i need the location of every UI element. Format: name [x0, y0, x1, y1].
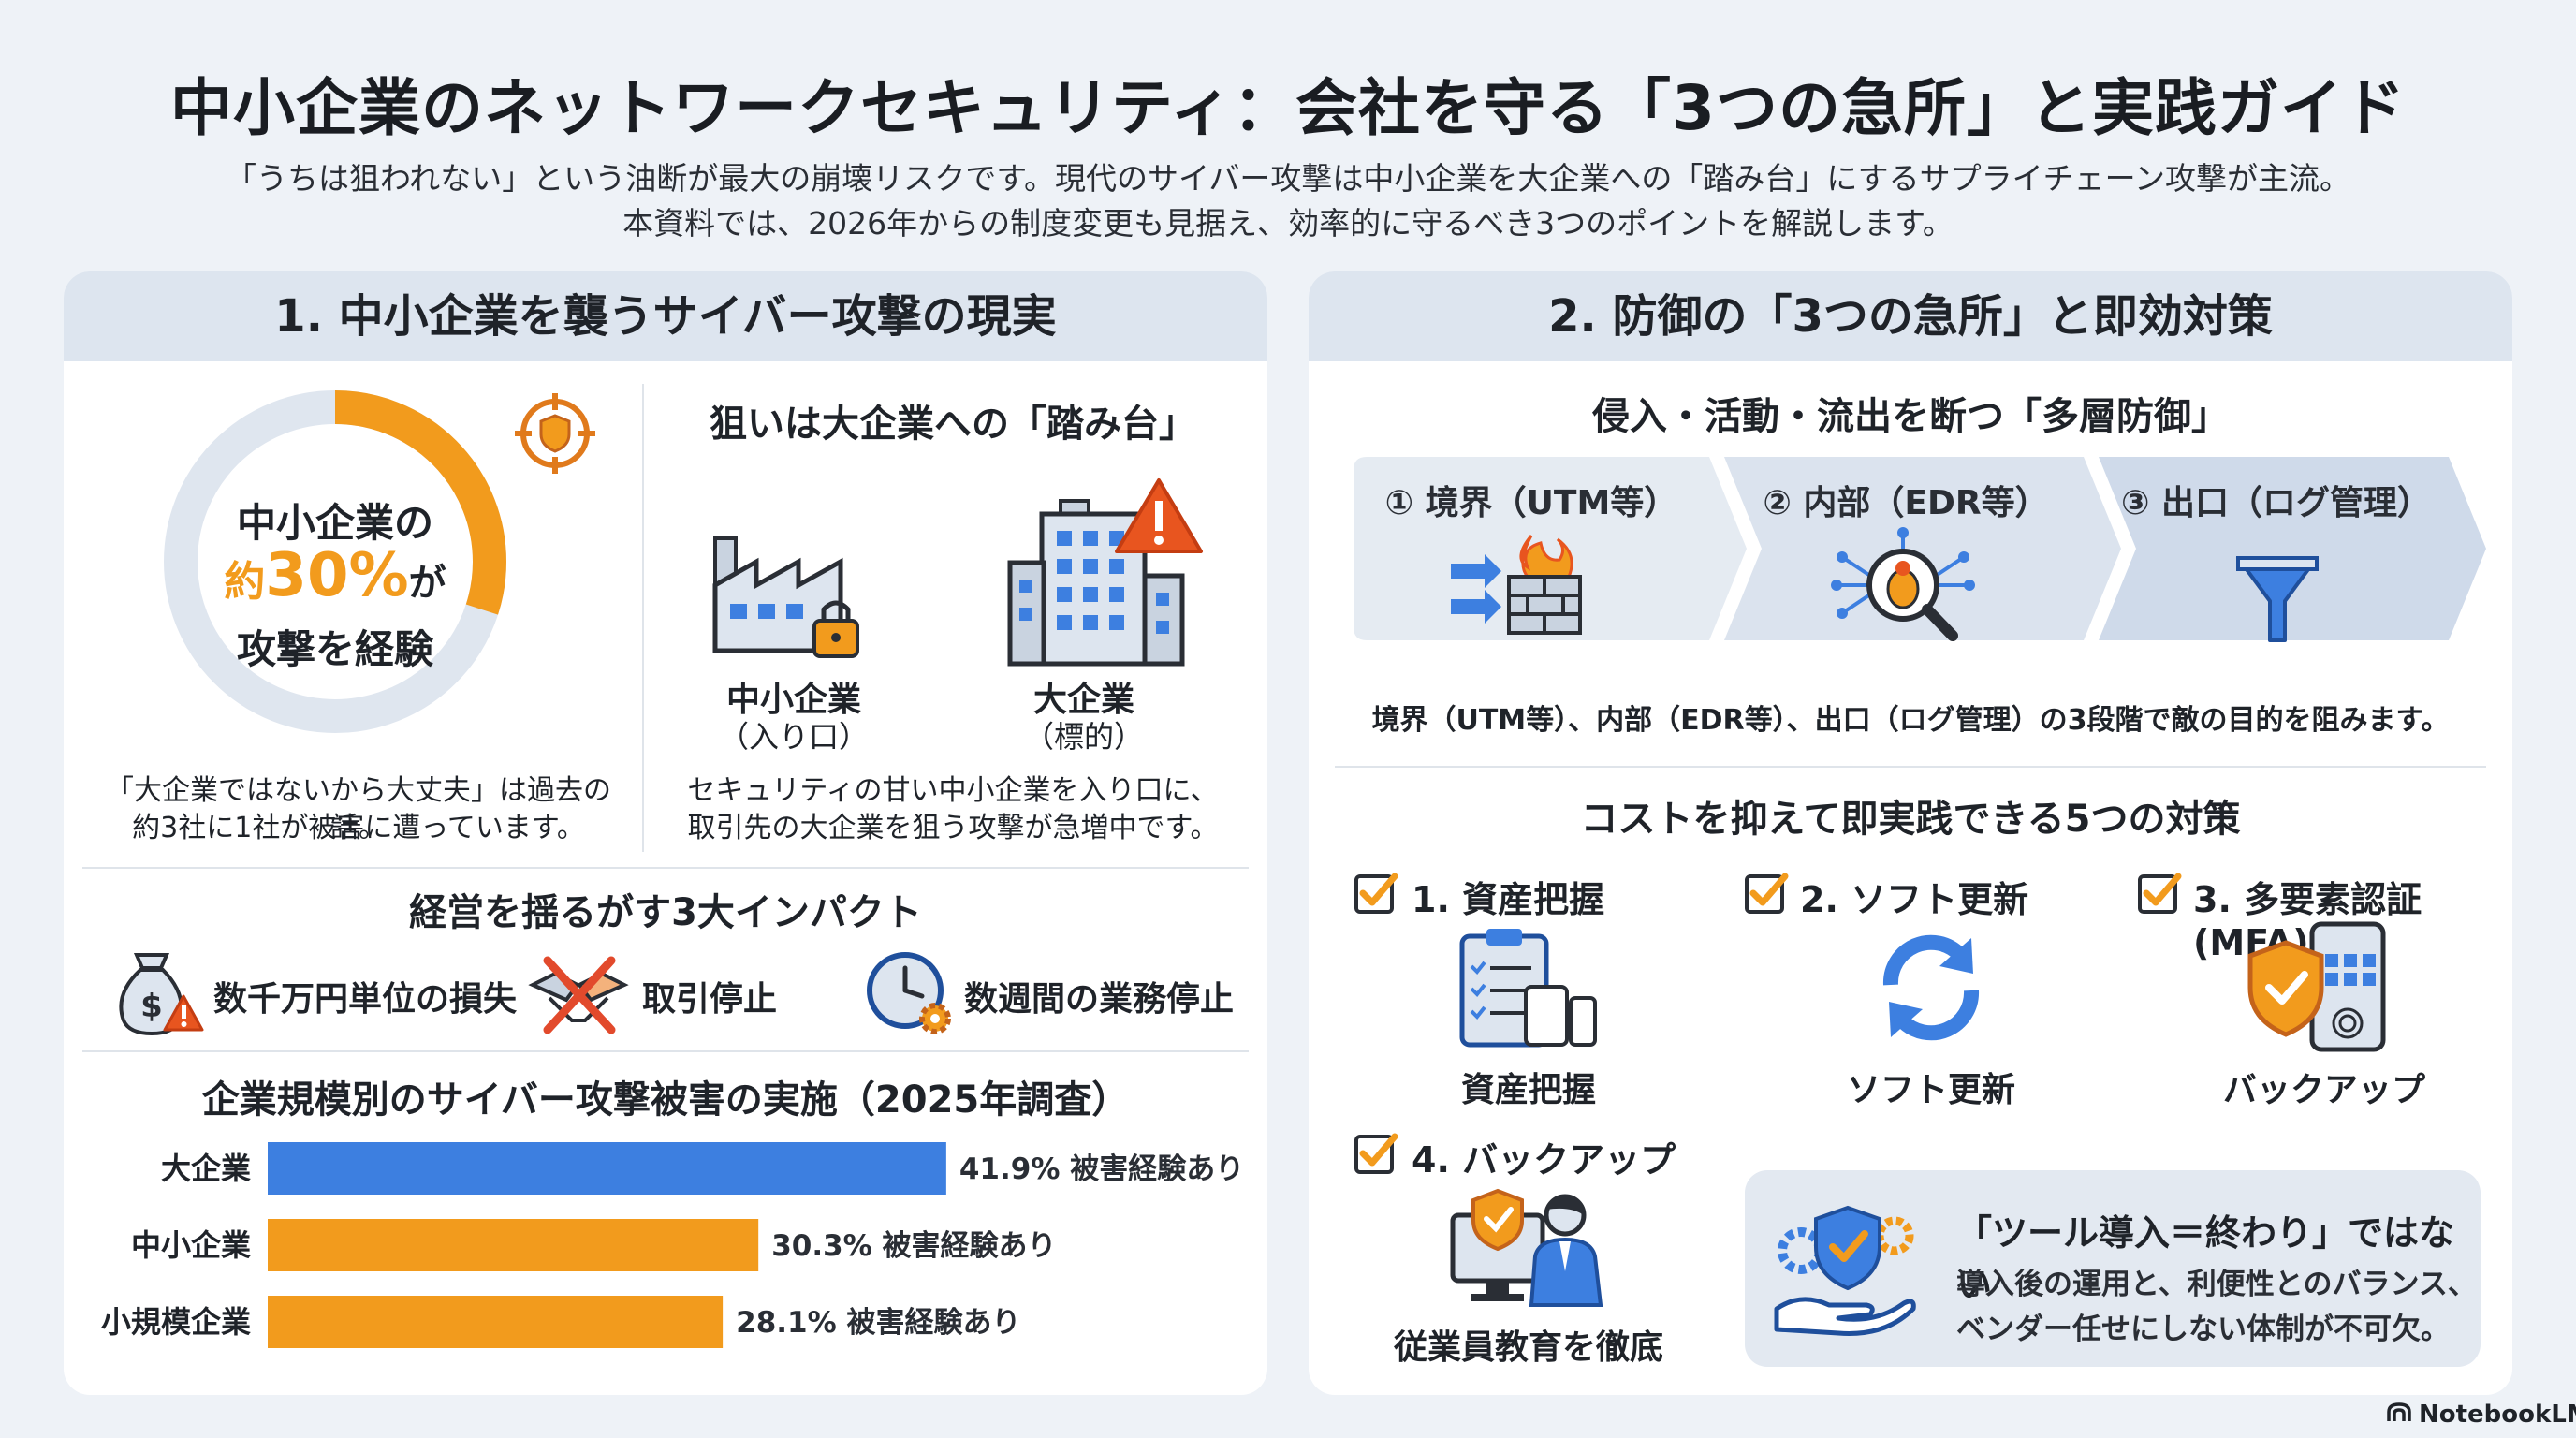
clipboard-devices-icon [1458, 927, 1599, 1052]
building-warning-icon [1004, 473, 1220, 673]
subtitle-line-2: 本資料では、2026年からの制度変更も見据え、効率的に守るべき3つのポイントを解… [622, 205, 1954, 242]
target-shield-icon [513, 391, 597, 479]
subtitle-line-1: 「うちは狙われない」という油断が最大の崩壊リスクです。現代のサイバー攻撃は中小企… [225, 160, 2351, 197]
bar [268, 1142, 946, 1195]
checkbox-icon [1354, 871, 1398, 919]
left-divider-2 [82, 1050, 1249, 1052]
impact-item-downtime: 数週間の業務停止 [964, 980, 1235, 1019]
employee-training-icon [1449, 1187, 1608, 1313]
bar-chart: 大企業 41.9% 被害経験あり中小企業 30.3% 被害経験あり小規模企業 28.1… [64, 1133, 1267, 1395]
right-panel: 2. 防御の「3つの急所」と即効対策 侵入・活動・流出を断つ「多層防御」 ① 境… [1309, 271, 2512, 1395]
layers-caption: 境界（UTM等）、内部（EDR等）、出口（ログ管理）の3段階で敵の目的を阻みます… [1371, 704, 2450, 737]
note-line-1: 導入後の運用と、利便性とのバランス、 [1956, 1268, 2477, 1301]
layer-chevron-2 [1724, 457, 2121, 640]
bar-category-label: 大企業 [161, 1151, 251, 1186]
clock-gear-icon [864, 946, 958, 1043]
measure-caption-4: 従業員教育を徹底 [1393, 1328, 1663, 1367]
stepping-heading: 狙いは大企業への「踏み台」 [710, 403, 1196, 446]
note-title: 「ツール導入＝終わり」ではない [1956, 1212, 2455, 1305]
layer-chevron-1 [1354, 457, 1747, 640]
layer-label-3: ③ 出口（ログ管理） [2121, 484, 2432, 522]
page-title: 中小企業のネットワークセキュリティ：会社を守る「3つの急所」と実践ガイド [170, 72, 2406, 144]
defense-layers [1354, 457, 2486, 644]
measure-caption-1: 資産把握 [1460, 1071, 1596, 1109]
bar-value-label: 28.1% 被害経験あり [736, 1306, 1020, 1340]
bar [268, 1296, 724, 1348]
donut-caption-2: 約3社に1社が被害に遭っています。 [132, 812, 585, 844]
layer-chevron-3 [2099, 457, 2486, 640]
layer-label-2: ② 内部（EDR等） [1763, 484, 2049, 522]
refresh-icon [1870, 927, 1992, 1052]
right-panel-heading: 2. 防御の「3つの急所」と即効対策 [1309, 271, 2512, 361]
firewall-icon [1447, 535, 1616, 642]
small-company-label: 中小企業 [725, 681, 861, 719]
measure-check-2: 2. ソフト更新 [1800, 879, 2029, 920]
checkbox-icon [2137, 871, 2182, 919]
donut-line-2: 約30%が [157, 541, 513, 610]
measure-check-4: 4. バックアップ [1412, 1139, 1676, 1181]
measure-caption-3: バックアップ [2222, 1071, 2425, 1109]
donut-line-1: 中小企業の [236, 500, 433, 546]
bar-chart-title: 企業規模別のサイバー攻撃被害の実施（2025年調査） [201, 1078, 1130, 1122]
stepping-caption-1: セキュリティの甘い中小企業を入り口に、 [687, 774, 1219, 807]
notebooklm-logo-icon [2387, 1402, 2411, 1427]
shield-fingerprint-icon [2245, 921, 2394, 1057]
donut-value: 30% [265, 541, 409, 610]
left-divider-1 [82, 867, 1249, 869]
donut-value-arc [164, 390, 506, 733]
measure-check-1: 1. 資産把握 [1412, 879, 1605, 920]
money-bag-warning-icon: $ [110, 947, 204, 1045]
left-vertical-divider [642, 384, 644, 852]
donut-chart: 中小企業の 約30%が 攻撃を経験 [157, 384, 513, 740]
large-company-label: 大企業 [1032, 681, 1134, 719]
impact-item-suspension: 取引停止 [642, 980, 778, 1019]
small-company-sub: （入り口） [718, 719, 869, 755]
svg-text:$: $ [140, 988, 163, 1025]
donut-caption-1: 「大企業ではないから大丈夫」は過去の話。 [106, 774, 611, 844]
note-line-2: ベンダー任せにしない体制が不可欠。 [1956, 1313, 2450, 1346]
bar-category-label: 小規模企業 [101, 1304, 251, 1340]
measures-heading: コストを抑えて即実践できる5つの対策 [1580, 798, 2241, 841]
impact-heading: 経営を揺るがす3大インパクト [409, 891, 922, 934]
bar-value-label: 30.3% 被害経験あり [771, 1229, 1056, 1263]
note-box: 「ツール導入＝終わり」ではない 導入後の運用と、利便性とのバランス、 ベンダー任… [1745, 1170, 2481, 1367]
bar-value-label: 41.9% 被害経験あり [959, 1152, 1244, 1186]
measure-caption-2: ソフト更新 [1846, 1071, 2015, 1109]
left-panel: 1. 中小企業を襲うサイバー攻撃の現実 中小企業の 約30%が 攻撃を経験 「大… [64, 271, 1267, 1395]
factory-lock-icon [710, 510, 878, 673]
bar-category-label: 中小企業 [131, 1227, 251, 1263]
donut-prefix: 約 [224, 558, 266, 606]
large-company-sub: （標的） [1023, 719, 1144, 755]
donut-suffix: が [408, 562, 446, 605]
bug-scan-icon [1831, 527, 2001, 654]
right-divider [1335, 766, 2486, 768]
hand-shield-gears-icon [1773, 1198, 1923, 1343]
stepping-caption-2: 取引先の大企業を狙う攻撃が急増中です。 [687, 812, 1219, 844]
impact-item-loss: 数千万円単位の損失 [213, 980, 518, 1019]
broken-handshake-icon [527, 947, 630, 1045]
layers-heading: 侵入・活動・流出を断つ「多層防御」 [1592, 395, 2229, 438]
footer-brand: NotebookLM [2419, 1401, 2576, 1429]
checkbox-icon [1744, 871, 1789, 919]
layer-label-1: ① 境界（UTM等） [1384, 484, 1678, 522]
bar [268, 1219, 759, 1271]
funnel-icon [2231, 552, 2324, 650]
checkbox-icon [1354, 1131, 1398, 1180]
left-panel-heading: 1. 中小企業を襲うサイバー攻撃の現実 [64, 271, 1267, 361]
donut-line-3: 攻撃を経験 [236, 626, 433, 672]
measure-check-3: 3. 多要素認証(MFA) [2193, 879, 2422, 963]
